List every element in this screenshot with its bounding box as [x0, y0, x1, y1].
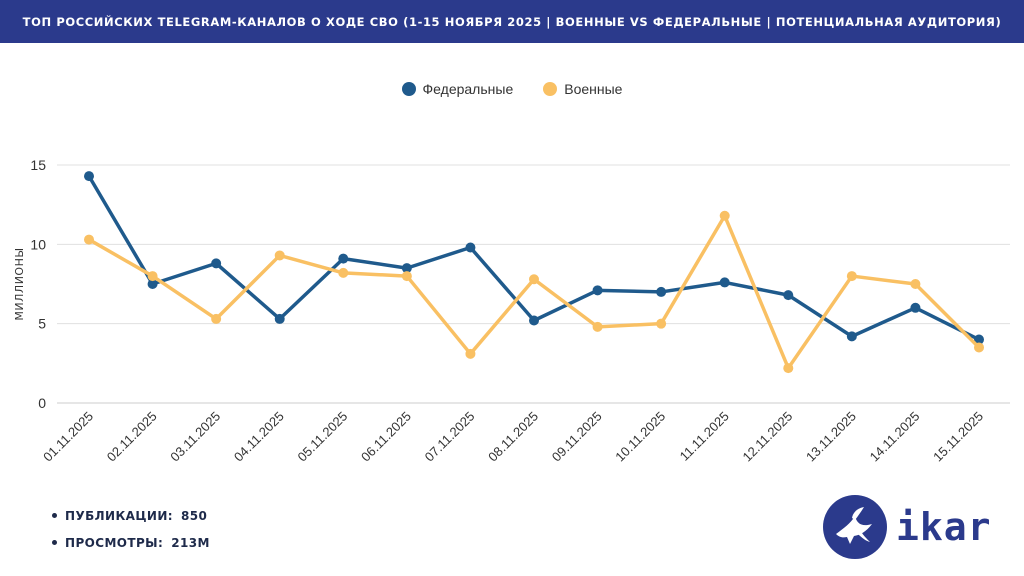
- data-point-federal: [719, 277, 730, 288]
- data-point-military: [465, 348, 476, 359]
- y-tick-label: 10: [30, 236, 46, 252]
- data-point-federal: [529, 315, 539, 326]
- x-tick-label: 15.11.2025: [930, 409, 986, 465]
- x-tick-label: 13.11.2025: [803, 409, 859, 465]
- data-point-federal: [783, 290, 794, 301]
- legend-marker-military: [543, 82, 558, 96]
- series-line-military: [87, 214, 981, 370]
- data-point-military: [211, 313, 222, 324]
- data-point-military: [719, 210, 730, 221]
- data-point-military: [84, 234, 94, 245]
- data-point-military: [783, 363, 794, 374]
- x-tick-label: 07.11.2025: [422, 409, 478, 465]
- data-point-military: [846, 271, 857, 282]
- x-tick-label: 10.11.2025: [612, 409, 668, 465]
- bullet-icon: [52, 540, 57, 545]
- data-point-military: [656, 318, 667, 329]
- chart-legend: Федеральные Военные: [0, 81, 1024, 97]
- data-point-federal: [338, 253, 349, 264]
- data-point-military: [529, 274, 539, 285]
- data-point-federal: [974, 334, 984, 345]
- stat-views-label: ПРОСМОТРЫ:: [65, 535, 164, 550]
- data-point-federal: [401, 263, 412, 274]
- header-bar: ТОП РОССИЙСКИХ TELEGRAM-КАНАЛОВ О ХОДЕ С…: [0, 0, 1024, 43]
- data-point-military: [910, 279, 921, 289]
- stat-views: ПРОСМОТРЫ: 213M: [52, 529, 210, 556]
- x-tick-label: 01.11.2025: [40, 409, 96, 465]
- data-point-federal: [147, 279, 158, 289]
- data-point-federal: [846, 331, 857, 342]
- legend-marker-federal: [401, 82, 416, 96]
- legend-item-military[interactable]: Военные: [543, 81, 622, 97]
- stat-publications-label: ПУБЛИКАЦИИ:: [65, 508, 173, 523]
- y-axis-label: МИЛЛИОНЫ: [13, 247, 26, 320]
- x-tick-label: 12.11.2025: [739, 409, 795, 465]
- data-point-military: [401, 271, 412, 282]
- x-tick-label: 05.11.2025: [294, 409, 350, 465]
- x-tick-label: 08.11.2025: [485, 409, 541, 465]
- data-point-federal: [656, 286, 667, 297]
- dove-icon: [823, 495, 887, 559]
- data-point-military: [974, 342, 984, 353]
- data-point-military: [274, 250, 285, 261]
- data-point-federal: [910, 302, 921, 313]
- legend-item-federal[interactable]: Федеральные: [401, 81, 514, 97]
- data-point-federal: [84, 171, 94, 182]
- y-tick-label: 0: [38, 395, 46, 411]
- x-tick-label: 03.11.2025: [167, 409, 223, 465]
- data-point-federal: [274, 313, 285, 324]
- x-tick-label: 06.11.2025: [358, 409, 414, 465]
- logo-text: ikar: [896, 505, 992, 549]
- data-point-military: [147, 271, 158, 282]
- x-tick-label: 04.11.2025: [231, 409, 287, 465]
- x-tick-label: 02.11.2025: [104, 409, 160, 465]
- y-tick-label: 5: [38, 316, 46, 332]
- stat-publications: ПУБЛИКАЦИИ: 850: [52, 502, 210, 529]
- x-tick-label: 11.11.2025: [677, 409, 732, 464]
- bullet-icon: [52, 513, 57, 518]
- x-tick-label: 09.11.2025: [549, 409, 605, 465]
- ikar-logo: ikar: [822, 494, 1012, 560]
- data-point-military: [338, 267, 349, 278]
- data-point-military: [592, 321, 603, 332]
- data-point-federal: [592, 285, 603, 296]
- data-point-federal: [465, 242, 476, 253]
- stat-publications-value: 850: [180, 508, 208, 523]
- legend-label-federal: Федеральные: [422, 81, 514, 97]
- chart-title: ТОП РОССИЙСКИХ TELEGRAM-КАНАЛОВ О ХОДЕ С…: [22, 14, 1002, 29]
- y-tick-label: 15: [30, 157, 46, 173]
- stat-views-value: 213M: [171, 535, 210, 550]
- x-tick-label: 14.11.2025: [867, 409, 923, 465]
- data-point-federal: [211, 258, 222, 269]
- legend-label-military: Военные: [564, 81, 623, 97]
- stats-block: ПУБЛИКАЦИИ: 850 ПРОСМОТРЫ: 213M: [52, 502, 210, 556]
